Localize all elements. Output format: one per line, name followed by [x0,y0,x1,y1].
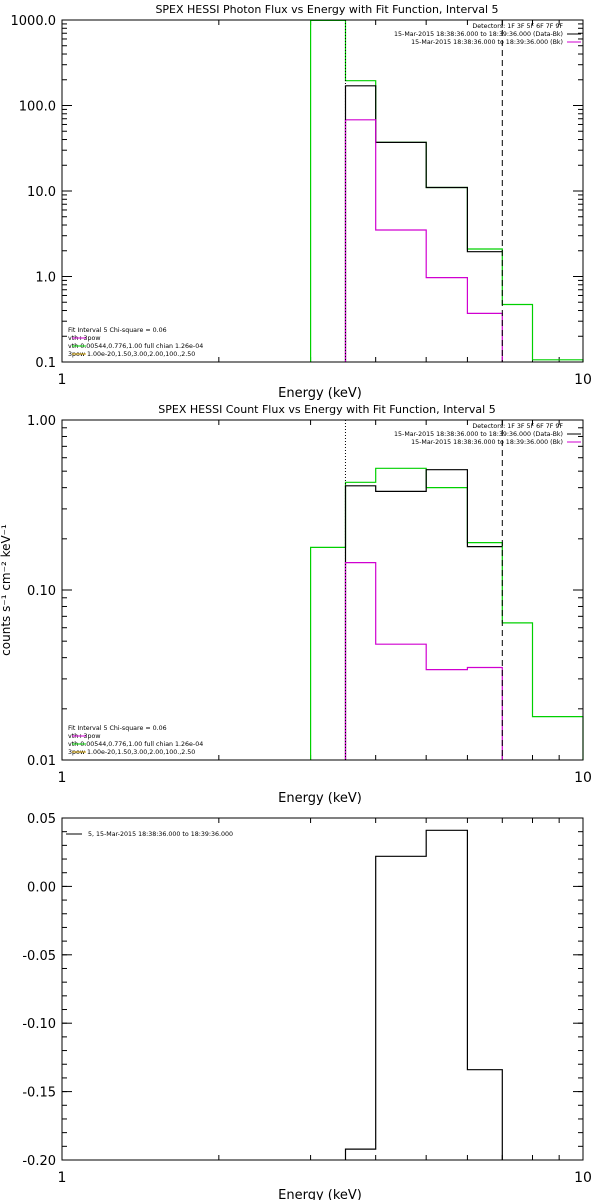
x-tick-label: 1 [58,770,67,786]
legend-top-left: 5, 15-Mar-2015 18:38:36.000 to 18:39:36.… [66,831,233,838]
x-axis-label: Energy (keV) [278,791,362,806]
green-series-line [310,467,584,760]
plot-frame [61,817,584,1161]
legend-entry: vth 0.00544,0.776,1.00 full chian 1.26e-… [68,343,203,350]
y-tick-label: 100.0 [19,100,56,115]
panel-title: SPEX HESSI Photon Flux vs Energy with Fi… [155,3,498,16]
y-tick-label: 0.10 [27,584,56,599]
y-tick-label: 1000.0 [11,14,57,29]
y-tick-label: -0.10 [22,1017,56,1032]
y-tick-label: 0.01 [27,754,56,769]
y-tick-labels: 1.00 0.10 0.01 [27,414,56,769]
y-axis-label: counts s⁻¹ cm⁻² keV⁻¹ [0,524,13,656]
legend-entry: 15-Mar-2015 18:38:36.000 to 18:39:36.000… [394,31,563,38]
x-tick-label: 10 [574,1170,592,1186]
y-tick-label: -0.20 [22,1154,56,1169]
vline-group [344,20,503,362]
series-group [344,829,503,1160]
black-series-line [344,469,503,760]
x-tick-label: 10 [574,770,592,786]
x-tick-labels: 1 10 [58,1170,592,1186]
green-series-line [310,19,584,362]
y-tick-label: 10.0 [27,185,56,200]
black-series-line [344,85,503,362]
legend-entry: Detectors: 1F 3F 5F 6F 7F 9F [472,23,563,30]
residuals-panel: Energy (keV) 0.05 0.00 -0.05 -0.10 -0.15 -0.2… [22,812,592,1203]
magenta-series-line [344,562,503,760]
panel-title: SPEX HESSI Count Flux vs Energy with Fit… [158,403,495,416]
y-tick-label: -0.15 [22,1086,56,1101]
x-tick-labels: 1 10 [58,770,592,786]
x-tick-label: 1 [58,1170,67,1186]
legend-entry: 15-Mar-2015 18:38:36.000 to 18:39:36.000… [394,431,563,438]
legend-entry: 15-Mar-2015 18:38:36.000 to 18:39:36.000… [411,39,563,46]
plot-frame [61,19,584,363]
legend-entry: 3pow 1.00e-20,1.50,3.00,2.00,100.,2.50 [68,749,195,756]
legend-bottom-left: Fit Interval 5 Chi-square = 0.06vth+3pow… [68,725,203,756]
legend-entry: Fit Interval 5 Chi-square = 0.06 [68,327,167,334]
y-tick-label: 1.0 [35,271,56,286]
magenta-series-line [344,119,503,362]
series-group [310,19,584,362]
black-series-line [344,829,503,1160]
y-tick-label: 0.05 [27,812,56,827]
series-group [310,467,584,760]
y-tick-label: 0.1 [35,356,56,371]
y-tick-label: 0.00 [27,880,56,895]
tick-marks [62,19,583,363]
legend-entry: 3pow 1.00e-20,1.50,3.00,2.00,100.,2.50 [68,351,195,358]
legend-top-right: Detectors: 1F 3F 5F 6F 7F 9F15-Mar-2015 … [394,23,581,46]
x-tick-label: 1 [58,372,67,388]
vline-group [344,420,503,760]
legend-entry: Detectors: 1F 3F 5F 6F 7F 9F [472,423,563,430]
y-tick-labels: 1000.0 100.0 10.0 1.0 0.1 [11,14,57,371]
x-tick-labels: 1 10 [58,372,592,388]
legend-entry: 15-Mar-2015 18:38:36.000 to 18:39:36.000… [411,439,563,446]
photon-flux-panel: SPEX HESSI Photon Flux vs Energy with Fi… [11,3,592,401]
legend-entry: Fit Interval 5 Chi-square = 0.06 [68,725,167,732]
y-tick-label: 1.00 [27,414,56,429]
legend-bottom-left: Fit Interval 5 Chi-square = 0.06vth+3pow… [68,327,203,358]
x-axis-label: Energy (keV) [278,1188,362,1200]
tick-marks [62,817,583,1161]
y-tick-label: -0.05 [22,949,56,964]
x-tick-label: 10 [574,372,592,388]
legend-top-right: Detectors: 1F 3F 5F 6F 7F 9F15-Mar-2015 … [394,423,581,446]
x-axis-label: Energy (keV) [278,386,362,401]
legend-entry: vth 0.00544,0.776,1.00 full chian 1.26e-… [68,741,203,748]
y-tick-labels: 0.05 0.00 -0.05 -0.10 -0.15 -0.20 [22,812,56,1169]
plot-frame [61,419,584,761]
count-flux-panel: SPEX HESSI Count Flux vs Energy with Fit… [0,403,592,806]
tick-marks [62,419,583,761]
legend-entry: 5, 15-Mar-2015 18:38:36.000 to 18:39:36.… [88,831,233,838]
